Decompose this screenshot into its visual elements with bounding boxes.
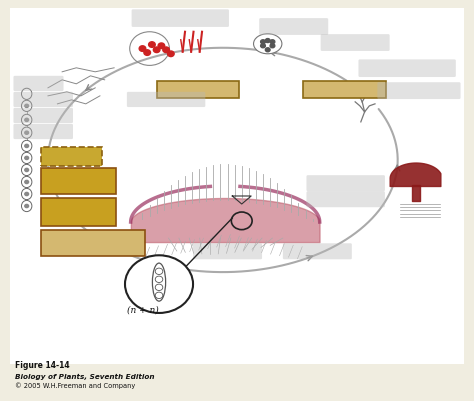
Circle shape [155, 276, 163, 283]
Ellipse shape [21, 128, 32, 139]
Circle shape [25, 119, 28, 122]
Circle shape [155, 292, 163, 299]
Ellipse shape [21, 141, 32, 152]
Circle shape [125, 256, 193, 313]
Circle shape [25, 169, 28, 172]
Circle shape [139, 47, 146, 52]
FancyBboxPatch shape [127, 93, 205, 108]
Circle shape [270, 41, 275, 45]
Circle shape [25, 105, 28, 108]
Ellipse shape [21, 101, 32, 112]
Bar [156, 82, 239, 99]
Ellipse shape [21, 189, 32, 200]
Text: (n + n): (n + n) [128, 305, 159, 314]
Circle shape [158, 44, 164, 49]
Circle shape [149, 43, 155, 48]
Bar [41, 147, 102, 166]
Ellipse shape [21, 165, 32, 176]
Circle shape [261, 45, 265, 49]
Circle shape [25, 145, 28, 148]
FancyBboxPatch shape [259, 19, 328, 36]
FancyBboxPatch shape [320, 35, 390, 52]
Circle shape [144, 51, 151, 56]
Circle shape [25, 132, 28, 135]
Ellipse shape [21, 153, 32, 164]
Bar [41, 198, 117, 227]
FancyBboxPatch shape [132, 10, 229, 28]
Circle shape [163, 48, 169, 53]
FancyBboxPatch shape [13, 109, 73, 124]
FancyBboxPatch shape [307, 176, 385, 192]
Bar [41, 168, 117, 194]
Circle shape [155, 268, 163, 275]
Ellipse shape [21, 201, 32, 212]
Text: Figure 14-14: Figure 14-14 [15, 360, 70, 370]
Circle shape [270, 45, 275, 49]
Circle shape [25, 157, 28, 160]
FancyBboxPatch shape [307, 192, 385, 208]
FancyBboxPatch shape [13, 125, 73, 140]
Circle shape [25, 181, 28, 184]
Bar [10, 9, 464, 365]
Circle shape [155, 284, 163, 291]
FancyBboxPatch shape [283, 244, 352, 259]
Ellipse shape [21, 89, 32, 100]
Circle shape [25, 205, 28, 208]
Circle shape [261, 41, 265, 45]
FancyBboxPatch shape [358, 60, 456, 78]
Circle shape [154, 48, 160, 53]
Ellipse shape [21, 115, 32, 126]
Text: © 2005 W.H.Freeman and Company: © 2005 W.H.Freeman and Company [15, 382, 135, 389]
Ellipse shape [153, 263, 165, 302]
Circle shape [265, 49, 270, 53]
Circle shape [167, 52, 174, 57]
Ellipse shape [21, 177, 32, 188]
FancyBboxPatch shape [193, 244, 262, 259]
Bar [41, 231, 145, 257]
Ellipse shape [254, 34, 282, 55]
Text: Biology of Plants, Seventh Edition: Biology of Plants, Seventh Edition [15, 373, 155, 379]
Circle shape [25, 193, 28, 196]
FancyBboxPatch shape [13, 77, 64, 92]
Circle shape [265, 39, 270, 43]
FancyBboxPatch shape [13, 93, 73, 108]
FancyBboxPatch shape [377, 83, 461, 100]
Bar [303, 82, 386, 99]
